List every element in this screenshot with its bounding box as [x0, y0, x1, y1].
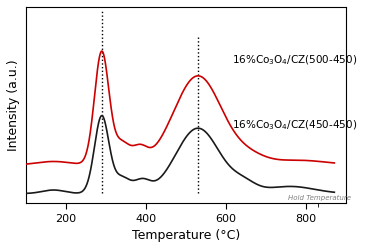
Text: 16%Co$_3$O$_4$/CZ(450-450): 16%Co$_3$O$_4$/CZ(450-450) — [232, 118, 357, 132]
X-axis label: Temperature (°C): Temperature (°C) — [132, 229, 240, 242]
Text: 16%Co$_3$O$_4$/CZ(500-450): 16%Co$_3$O$_4$/CZ(500-450) — [232, 53, 357, 67]
Text: Hold Temperature: Hold Temperature — [288, 195, 351, 201]
Y-axis label: Intensity (a.u.): Intensity (a.u.) — [7, 59, 20, 151]
